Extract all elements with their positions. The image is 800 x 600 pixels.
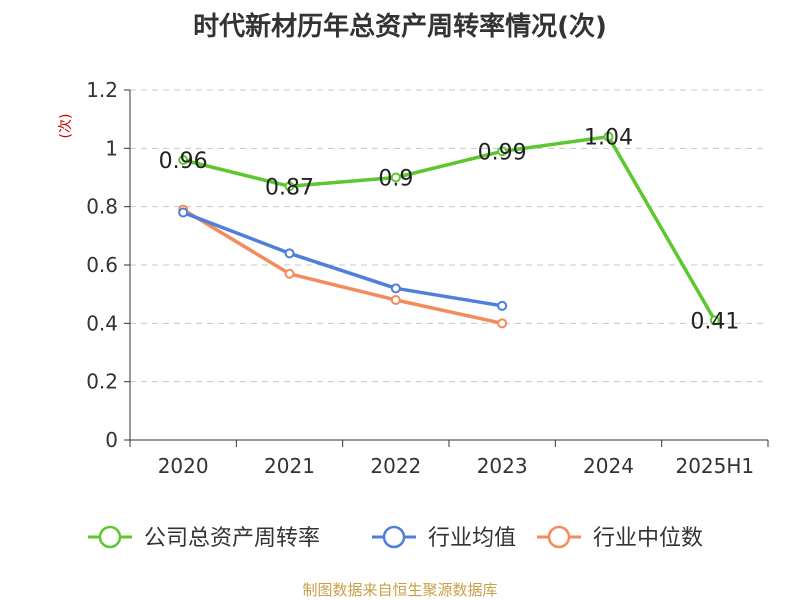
data-label: 0.96 xyxy=(159,149,208,174)
legend-swatch-marker xyxy=(98,525,122,549)
data-point xyxy=(390,295,401,305)
legend-label: 行业均值 xyxy=(428,526,516,551)
data-point xyxy=(603,131,614,142)
gridlines xyxy=(130,89,768,383)
data-label: 0.99 xyxy=(478,140,527,165)
source-note: 制图数据来自恒生聚源数据库 xyxy=(302,581,497,599)
y-tick-label: 0 xyxy=(105,428,118,452)
y-tick-label: 0.2 xyxy=(86,370,118,394)
x-tick-label: 2022 xyxy=(370,454,421,478)
x-tick-label: 2020 xyxy=(158,454,209,478)
data-point xyxy=(497,146,508,157)
chart-title: 时代新材历年总资产周转率情况(次) xyxy=(193,11,607,42)
x-tick-label: 2025H1 xyxy=(675,454,754,478)
data-point xyxy=(178,155,189,165)
data-label: 0.41 xyxy=(690,309,739,334)
data-point xyxy=(497,300,508,311)
legend-label: 行业中位数 xyxy=(593,526,703,551)
data-label: 1.04 xyxy=(584,126,633,151)
series-layer xyxy=(178,131,720,329)
series-line xyxy=(181,134,717,323)
axes: 0 0.2 0.4 0.6 0.8 1 1.2 2020 2021 2022 2023 2024 202… xyxy=(86,78,769,478)
data-label: 0.87 xyxy=(265,175,314,200)
y-tick-label: 1 xyxy=(105,136,118,160)
data-point xyxy=(284,268,295,279)
data-label: 0.9 xyxy=(378,167,413,192)
data-labels: 0.96 0.87 0.9 0.99 1.04 0.41 xyxy=(159,126,740,335)
data-point xyxy=(390,283,401,294)
legend-swatch-marker xyxy=(382,525,406,549)
data-point xyxy=(178,207,189,218)
data-point xyxy=(284,181,295,192)
y-tick-label: 0.6 xyxy=(86,253,118,277)
data-point xyxy=(284,248,295,259)
x-tick-label: 2021 xyxy=(264,454,315,478)
series-line xyxy=(181,207,504,326)
legend-label: 公司总资产周转率 xyxy=(144,526,320,551)
y-tick-label: 1.2 xyxy=(86,78,118,102)
legend: 公司总资产周转率 行业均值 行业中位数 xyxy=(88,525,703,551)
series-line xyxy=(181,210,504,308)
data-point xyxy=(390,172,401,183)
y-tick-label: 0.8 xyxy=(86,195,118,219)
x-tick-label: 2024 xyxy=(583,454,634,478)
legend-swatch-marker xyxy=(547,525,571,549)
data-point xyxy=(709,315,720,326)
x-tick-label: 2023 xyxy=(477,454,528,478)
y-axis-unit-label: (次) xyxy=(58,114,74,139)
data-point xyxy=(497,318,508,329)
y-tick-label: 0.4 xyxy=(86,311,118,335)
